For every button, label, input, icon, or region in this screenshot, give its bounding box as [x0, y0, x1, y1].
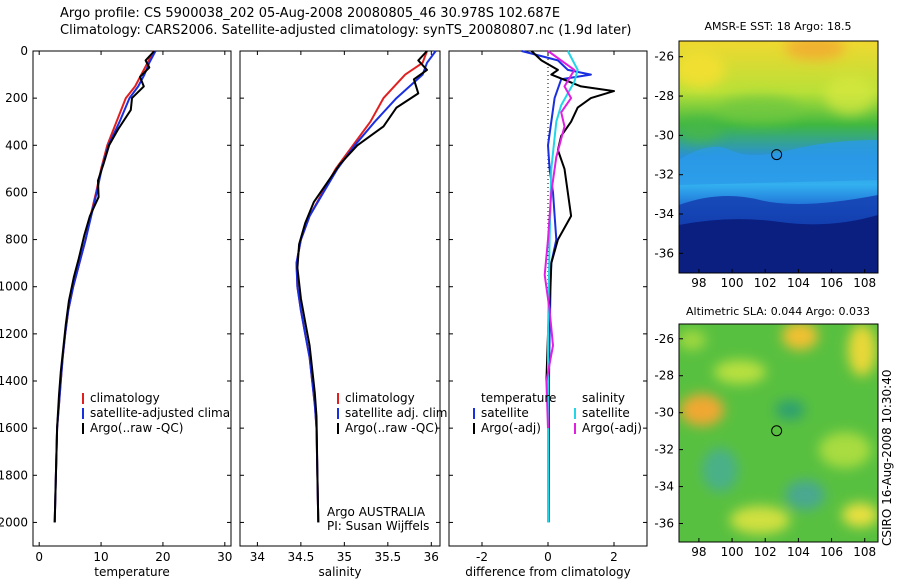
sla-map-ticks: 98 100 102 104 106 108 -26 -28 -30 -32 -34 -36 [654, 332, 876, 559]
map-y-tick-label: -26 [654, 50, 674, 64]
map-x-tick-label: 108 [853, 545, 876, 559]
map-x-tick-label: 100 [721, 545, 744, 559]
map-y-tick-label: -30 [654, 128, 674, 142]
credit-timestamp: CSIRO 16-Aug-2008 10:30:40 [880, 370, 894, 546]
x-tick-label: 2 [610, 550, 618, 564]
y-tick-label: 1400 [0, 374, 28, 388]
sst-map-image [679, 41, 878, 273]
map-y-tick-label: -34 [654, 207, 674, 221]
map-y-tick-label: -30 [654, 406, 674, 420]
salinity-annotation: Argo AUSTRALIA PI: Susan Wijffels [327, 505, 429, 533]
sst-map-ticks: 98 100 102 104 106 108 -26 -28 -30 -32 -34 -36 [654, 50, 876, 290]
difference-legend: temperature satellite Argo(-adj) salinit… [473, 391, 642, 435]
series-line-temperature-satellite [521, 50, 592, 523]
map-x-tick-label: 102 [754, 276, 777, 290]
temperature-panel-frame [32, 50, 232, 547]
map-x-tick-label: 98 [691, 276, 706, 290]
y-tick-label: 400 [5, 138, 28, 152]
salinity-axis-ticks: 34 34.5 35 35.5 36 [240, 50, 440, 564]
sst-map-frame [678, 40, 879, 274]
series-line-salinity-argo-adj [543, 50, 576, 429]
difference-series [521, 50, 615, 523]
map-y-tick-label: -28 [654, 89, 674, 103]
figure-title-line1: Argo profile: CS 5900038_202 05-Aug-2008… [60, 6, 561, 21]
legend-label-satellite-adjusted: satellite-adjusted climatology [90, 406, 268, 420]
legend-label-argo: Argo(..raw -QC) [90, 421, 183, 435]
map-y-tick-label: -34 [654, 480, 674, 494]
x-tick-label: 35 [337, 550, 352, 564]
legend-label-climatology: climatology [90, 391, 160, 405]
map-x-tick-label: 108 [853, 276, 876, 290]
sst-map-title: AMSR-E SST: 18 Argo: 18.5 [704, 20, 851, 33]
map-x-tick-label: 102 [754, 545, 777, 559]
x-tick-label: 34 [250, 550, 265, 564]
y-tick-label: 1600 [0, 421, 28, 435]
annotation-line: PI: Susan Wijffels [327, 519, 429, 533]
temperature-legend: climatology satellite-adjusted climatolo… [82, 391, 268, 435]
y-tick-label: 0 [20, 44, 28, 58]
legend-group-salinity: salinity [582, 391, 625, 405]
salinity-panel-frame [239, 50, 441, 547]
y-tick-label: 1800 [0, 468, 28, 482]
salinity-xlabel: salinity [318, 565, 361, 579]
x-tick-label: 0 [35, 550, 43, 564]
y-tick-label: 1000 [0, 280, 28, 294]
map-x-tick-label: 106 [820, 276, 843, 290]
sla-map-frame [678, 323, 879, 543]
legend-label-climatology: climatology [345, 391, 415, 405]
sla-map-title: Altimetric SLA: 0.044 Argo: 0.033 [686, 305, 870, 318]
temperature-series [53, 50, 157, 523]
map-x-tick-label: 100 [721, 276, 744, 290]
legend-label-temp-argo: Argo(-adj) [481, 421, 541, 435]
map-y-tick-label: -36 [654, 246, 674, 260]
legend-group-temperature: temperature [481, 391, 556, 405]
series-line-temperature-argo-adj [530, 50, 615, 382]
x-tick-label: 30 [217, 550, 232, 564]
map-y-tick-label: -28 [654, 369, 674, 383]
legend-label-argo: Argo(..raw -QC) [345, 421, 438, 435]
sla-map-image [679, 324, 878, 542]
x-tick-label: 35.5 [374, 550, 401, 564]
map-x-tick-label: 104 [787, 545, 810, 559]
map-y-tick-label: -32 [654, 168, 674, 182]
y-tick-label: 1200 [0, 327, 28, 341]
legend-label-satellite-adj: satellite adj. clim. [345, 406, 451, 420]
legend-label-sal-argo: Argo(-adj) [582, 421, 642, 435]
x-tick-label: 34.5 [288, 550, 315, 564]
x-tick-label: 20 [155, 550, 170, 564]
series-line-argo-raw-qc [296, 50, 428, 523]
map-y-tick-label: -32 [654, 443, 674, 457]
map-y-tick-label: -26 [654, 332, 674, 346]
annotation-line: Argo AUSTRALIA [327, 505, 426, 519]
x-tick-label: -2 [476, 550, 488, 564]
series-line-argo-raw-qc [53, 50, 156, 523]
y-tick-label: 2000 [0, 515, 28, 529]
map-x-tick-label: 104 [787, 276, 810, 290]
difference-axis-ticks: -2 0 2 [449, 50, 647, 564]
legend-label-sal-satellite: satellite [582, 406, 630, 420]
map-x-tick-label: 106 [820, 545, 843, 559]
x-tick-label: 0 [544, 550, 552, 564]
salinity-series [295, 50, 437, 523]
temperature-axis-ticks: 0 10 20 30 0 200 400 600 800 1000 1200 1400 1600 1800… [0, 44, 232, 564]
x-tick-label: 10 [93, 550, 108, 564]
sst-argo-location-marker [771, 149, 783, 161]
y-tick-label: 600 [5, 185, 28, 199]
map-y-tick-label: -36 [654, 517, 674, 531]
figure-title-line2: Climatology: CARS2006. Satellite-adjuste… [60, 23, 632, 38]
y-tick-label: 800 [5, 233, 28, 247]
map-x-tick-label: 98 [691, 545, 706, 559]
difference-xlabel: difference from climatology [465, 565, 631, 579]
x-tick-label: 36 [424, 550, 439, 564]
salinity-legend: climatology satellite adj. clim. Argo(..… [337, 391, 451, 435]
temperature-xlabel: temperature [94, 565, 169, 579]
series-line-salinity-satellite [547, 50, 579, 523]
y-tick-label: 200 [5, 91, 28, 105]
legend-label-temp-satellite: satellite [481, 406, 529, 420]
sla-argo-location-marker [771, 425, 783, 437]
